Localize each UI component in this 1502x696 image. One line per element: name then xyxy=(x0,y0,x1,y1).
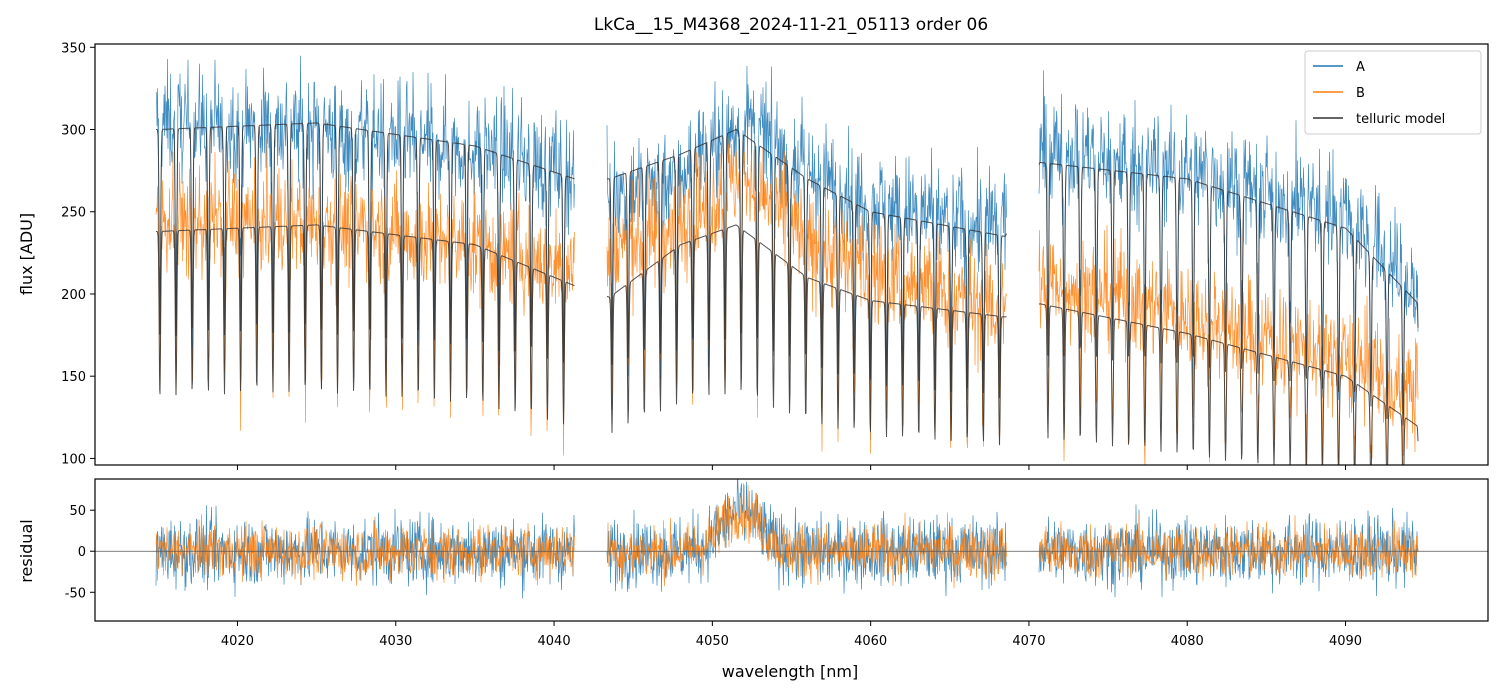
top-y-tick-label: 100 xyxy=(61,452,86,467)
series-a-residual xyxy=(155,479,1419,599)
legend-label-a: A xyxy=(1356,60,1365,75)
bottom-x-tick-label: 4070 xyxy=(1012,634,1045,649)
top-y-tick-label: 150 xyxy=(61,370,86,385)
legend: A B telluric model xyxy=(1304,50,1482,135)
bottom-x-tick-label: 4020 xyxy=(221,634,254,649)
bottom-panel-data xyxy=(95,479,1488,599)
legend-frame xyxy=(1304,50,1482,135)
top-panel: 100 150 200 250 300 350 flux [ADU] A B tellur… xyxy=(17,41,1489,470)
bottom-panel-frame xyxy=(94,478,1489,622)
bottom-x-tick-label: 4040 xyxy=(538,634,571,649)
bottom-y-tick-label: -50 xyxy=(65,586,86,601)
top-y-tick-label: 200 xyxy=(61,288,86,303)
bottom-x-tick-label: 4080 xyxy=(1171,634,1204,649)
top-panel-frame xyxy=(94,43,1489,466)
top-y-axis-label: flux [ADU] xyxy=(17,213,36,295)
bottom-x-axis: 4020 4030 4040 4050 4060 4070 4080 4090 xyxy=(221,621,1362,649)
bottom-x-tick-label: 4060 xyxy=(854,634,887,649)
top-x-axis xyxy=(236,465,1347,470)
top-y-tick-label: 250 xyxy=(61,206,86,221)
bottom-y-axis-label: residual xyxy=(17,519,36,582)
bottom-x-tick-label: 4050 xyxy=(696,634,729,649)
legend-label-telluric: telluric model xyxy=(1356,112,1445,127)
bottom-x-tick-label: 4090 xyxy=(1329,634,1362,649)
legend-label-b: B xyxy=(1356,86,1365,101)
top-panel-data xyxy=(155,55,1419,465)
x-axis-label: wavelength [nm] xyxy=(722,662,859,681)
top-y-tick-label: 350 xyxy=(61,41,86,56)
top-y-axis: 100 150 200 250 300 350 xyxy=(61,41,95,467)
telluric-model-line-2 xyxy=(156,224,1419,465)
bottom-y-axis: -50 0 50 xyxy=(65,504,95,601)
bottom-y-tick-label: 50 xyxy=(69,504,86,519)
telluric-model-line-1 xyxy=(156,122,1419,426)
bottom-x-tick-label: 4030 xyxy=(379,634,412,649)
top-y-tick-label: 300 xyxy=(61,124,86,139)
bottom-y-tick-label: 0 xyxy=(78,545,86,560)
chart-title: LkCa__15_M4368_2024-11-21_05113 order 06 xyxy=(594,15,988,35)
series-b-residual xyxy=(155,483,1419,589)
